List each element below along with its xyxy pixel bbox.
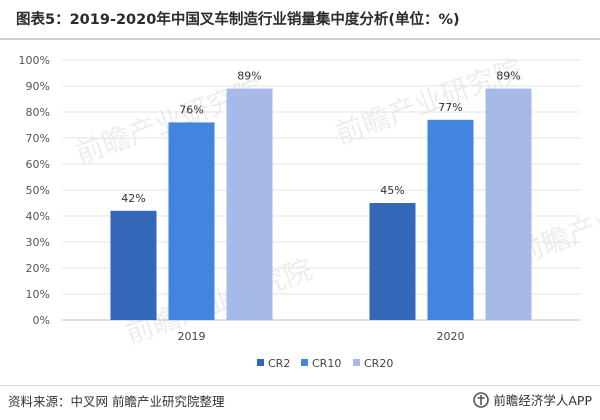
- bar-chart: 前瞻产业研究院 前瞻产业研究院前瞻产业研究院前瞻产业研究院0%10%20%30%4…: [19, 53, 600, 370]
- y-tick-label: 50%: [26, 184, 50, 197]
- data-label: 89%: [237, 70, 261, 83]
- y-tick-label: 60%: [26, 158, 50, 171]
- data-label: 45%: [380, 184, 404, 197]
- y-tick-label: 10%: [26, 288, 50, 301]
- data-label: 77%: [438, 101, 462, 114]
- data-label: 76%: [179, 103, 203, 116]
- footer-divider: [0, 385, 600, 386]
- brand: 前瞻经济学人APP: [473, 390, 592, 409]
- bar-cr20-2020: [485, 88, 532, 320]
- y-tick-label: 20%: [26, 262, 50, 275]
- brand-name: 前瞻经济学人APP: [493, 393, 592, 408]
- chart-title: 图表5：2019-2020年中国叉车制造行业销量集中度分析(单位：%): [16, 12, 460, 28]
- chart-area: 前瞻产业研究院 前瞻产业研究院 前瞻产业研究院 前瞻产业研究院 0% 10% 20% 30% 4…: [0, 44, 600, 384]
- bar-cr20-2019: [226, 88, 273, 320]
- data-label: 89%: [496, 70, 520, 83]
- y-tick-label: 0%: [33, 314, 50, 327]
- title-divider: [0, 38, 600, 40]
- y-tick-label: 30%: [26, 236, 50, 249]
- y-tick-label: 70%: [26, 132, 50, 145]
- bar-cr10-2020: [427, 119, 474, 320]
- qianzhan-logo-icon: [473, 391, 490, 408]
- source-note: 资料来源：中叉网 前瞻产业研究院整理: [8, 394, 225, 409]
- y-tick-label: 40%: [26, 210, 50, 223]
- legend-swatch-cr2: [257, 359, 264, 366]
- bar-cr2-2019: [110, 210, 157, 320]
- x-tick-label: 2020: [437, 330, 465, 343]
- y-tick-label: 80%: [26, 106, 50, 119]
- legend-label: CR2: [268, 357, 290, 370]
- bar-cr2-2020: [369, 203, 416, 320]
- legend-label: CR10: [312, 357, 341, 370]
- data-label: 42%: [121, 192, 145, 205]
- legend-swatch-cr10: [301, 359, 308, 366]
- x-tick-label: 2019: [178, 330, 206, 343]
- y-tick-label: 90%: [26, 80, 50, 93]
- legend-swatch-cr20: [353, 359, 360, 366]
- bar-cr10-2019: [168, 122, 215, 321]
- y-tick-label: 100%: [19, 54, 50, 67]
- legend-label: CR20: [364, 357, 393, 370]
